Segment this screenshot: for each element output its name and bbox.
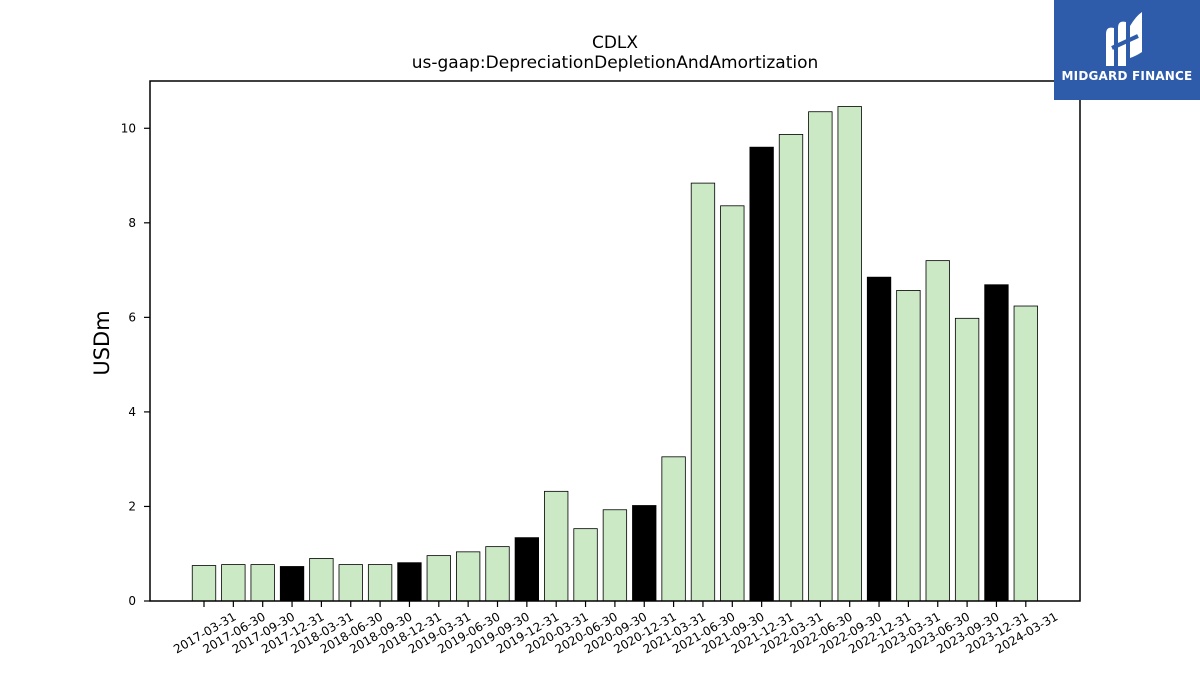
bar-2023-06-30 xyxy=(925,260,950,602)
bar-2017-03-31 xyxy=(191,565,217,602)
bar-2017-09-30 xyxy=(250,564,275,602)
bar-2020-12-31 xyxy=(632,505,657,602)
chart-subtitle: us-gaap:DepreciationDepletionAndAmortiza… xyxy=(412,53,819,73)
logo-text: MIDGARD FINANCE xyxy=(1061,69,1193,83)
bar-2019-09-30 xyxy=(485,546,510,602)
bar-2023-09-30 xyxy=(954,317,980,602)
bar-2018-09-30 xyxy=(367,564,393,602)
bar-2018-06-30 xyxy=(338,564,363,602)
bar-2022-09-30 xyxy=(837,106,862,602)
bars-group xyxy=(191,106,1038,602)
bar-2023-12-31 xyxy=(984,284,1009,602)
y-tick-label: 0 xyxy=(128,594,136,608)
bar-2021-06-30 xyxy=(690,182,716,602)
bar-2021-09-30 xyxy=(720,205,745,602)
bar-2022-03-31 xyxy=(778,134,804,602)
bar-2019-06-30 xyxy=(455,551,481,602)
midgard-finance-logo: MIDGARD FINANCE xyxy=(1054,0,1200,100)
y-tick-label: 10 xyxy=(121,121,136,135)
bar-2021-12-31 xyxy=(749,146,774,602)
y-tick-label: 2 xyxy=(128,499,136,513)
y-tick-label: 8 xyxy=(128,216,136,230)
bar-2017-12-31 xyxy=(279,566,305,602)
bar-2017-06-30 xyxy=(221,564,246,602)
bar-2022-06-30 xyxy=(808,111,833,602)
y-tick-label: 4 xyxy=(128,405,136,419)
bar-2024-03-31 xyxy=(1013,305,1038,602)
midgard-logo-icon xyxy=(1106,12,1142,67)
plot-frame xyxy=(149,80,1081,602)
y-axis-label: USDm xyxy=(90,310,114,375)
bar-2023-03-31 xyxy=(896,290,921,602)
chart-title: CDLX xyxy=(592,33,638,53)
bar-2019-03-31 xyxy=(426,555,451,602)
x-axis-ticks: 2017-03-312017-06-302017-09-302017-12-31… xyxy=(171,601,1060,656)
bar-2018-03-31 xyxy=(309,558,334,602)
bar-2019-12-31 xyxy=(514,537,539,602)
bar-2020-03-31 xyxy=(544,490,569,602)
bar-2021-03-31 xyxy=(661,456,686,602)
bar-2018-12-31 xyxy=(397,562,422,602)
y-axis-ticks: 0 2 4 6 8 10 xyxy=(121,121,150,608)
bar-2020-09-30 xyxy=(602,509,628,602)
bar-2022-12-31 xyxy=(866,276,892,602)
bar-2020-06-30 xyxy=(573,528,598,602)
y-tick-label: 6 xyxy=(128,310,136,324)
